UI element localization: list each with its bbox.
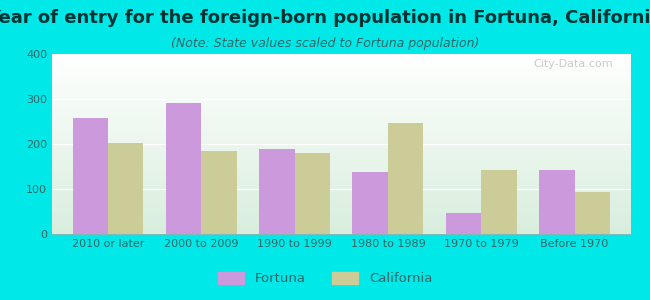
Bar (446, 213, 481, 234)
Text: (Note: State values scaled to Fortuna population): (Note: State values scaled to Fortuna po… (171, 38, 479, 50)
Bar (481, 170, 517, 234)
Text: Year of entry for the foreign-born population in Fortuna, California: Year of entry for the foreign-born popul… (0, 9, 650, 27)
Bar (352, 172, 388, 234)
Bar (202, 151, 237, 234)
Bar (539, 170, 575, 234)
Bar (388, 123, 423, 234)
Bar (73, 118, 108, 234)
Bar (575, 192, 610, 234)
Bar (259, 149, 294, 234)
Bar (166, 103, 202, 234)
Bar (294, 152, 330, 234)
Bar (108, 143, 144, 234)
Legend: Fortuna, California: Fortuna, California (213, 266, 437, 290)
Text: City-Data.com: City-Data.com (534, 59, 613, 69)
